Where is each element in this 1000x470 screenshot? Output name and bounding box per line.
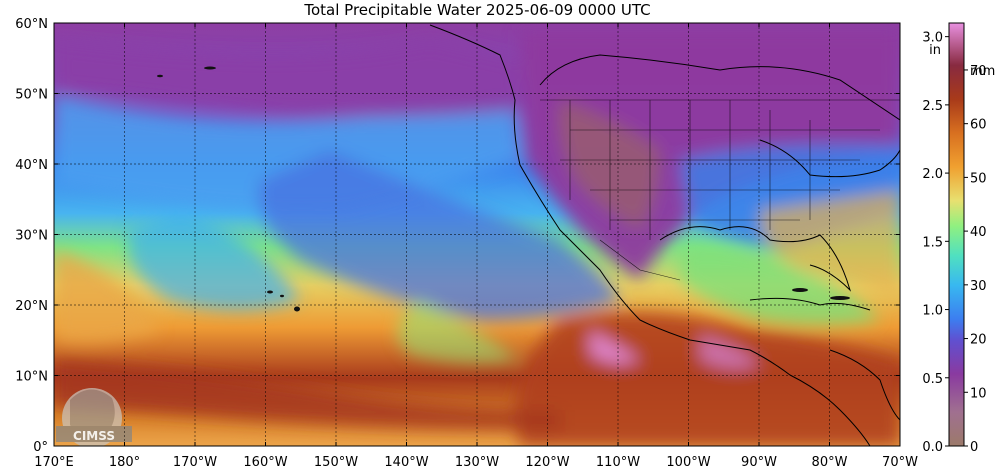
islands — [157, 66, 850, 312]
colorbar-in-label: 2.0 — [922, 167, 943, 182]
colorbar-mm-label: 50 — [970, 171, 987, 186]
lon-label: 140°W — [384, 455, 428, 470]
logo-text: CIMSS — [73, 429, 115, 443]
lon-label: 170°E — [34, 455, 74, 470]
lat-label: 0° — [33, 440, 48, 455]
state-borders — [540, 99, 900, 281]
latitude-labels: 60°N 50°N 40°N 30°N 20°N 10°N 0° — [15, 17, 900, 455]
colorbar — [948, 22, 965, 447]
lon-label: 70°W — [882, 455, 918, 470]
lon-label: 100°W — [666, 455, 710, 470]
lat-label: 60°N — [15, 17, 48, 32]
colorbar-in-label: 0.5 — [922, 372, 943, 387]
colorbar-in-unit: in — [929, 43, 941, 58]
lon-label: 80°W — [812, 455, 848, 470]
lat-label: 40°N — [15, 158, 48, 173]
colorbar-mm-label: 30 — [970, 279, 987, 294]
colorbar-mm-label: 60 — [970, 118, 987, 133]
lat-label: 10°N — [15, 370, 48, 385]
colorbar-in-label: 2.5 — [922, 99, 943, 114]
lon-label: 90°W — [741, 455, 777, 470]
lon-label: 160°W — [243, 455, 287, 470]
lon-label: 120°W — [525, 455, 569, 470]
colorbar-mm-label: 20 — [970, 333, 987, 348]
cimss-logo — [56, 388, 132, 446]
lon-label: 110°W — [596, 455, 640, 470]
colorbar-mm-label: 10 — [970, 386, 987, 401]
lon-label: 130°W — [455, 455, 499, 470]
lat-label: 30°N — [15, 229, 48, 244]
colorbar-in-label: 3.0 — [922, 31, 943, 46]
colorbar-in-label: 1.5 — [922, 235, 943, 250]
lat-label: 50°N — [15, 88, 48, 103]
lon-label: 150°W — [314, 455, 358, 470]
colorbar-mm-label: 70 — [970, 64, 987, 79]
map-title: Total Precipitable Water 2025-06-09 0000… — [304, 1, 651, 19]
colorbar-mm-unit: mm — [970, 64, 995, 79]
lon-label: 170°W — [173, 455, 217, 470]
colorbar-mm-label: 40 — [970, 225, 987, 240]
graticule — [54, 23, 900, 446]
colorbar-ticks: 3.0 2.5 2.0 1.5 1.0 0.5 0.0 70 60 50 40 30 20 10 0 — [922, 31, 986, 455]
colorbar-mm-label: 0 — [970, 440, 978, 455]
colorbar-in-label: 1.0 — [922, 304, 943, 319]
longitude-labels: 170°E 180° 170°W 160°W 150°W 140°W 130°W 120°W 1… — [34, 23, 918, 470]
colorbar-in-label: 0.0 — [922, 440, 943, 455]
lat-label: 20°N — [15, 299, 48, 314]
lon-label: 180° — [109, 455, 140, 470]
